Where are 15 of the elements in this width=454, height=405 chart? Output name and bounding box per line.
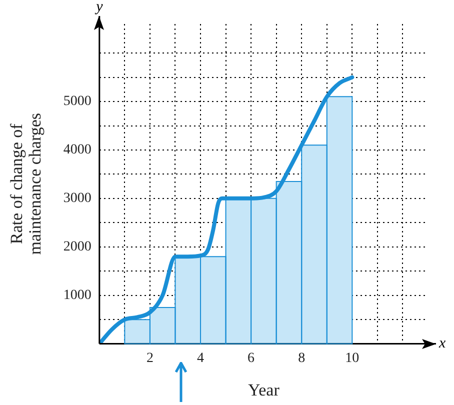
y-tick-label: 4000	[63, 142, 92, 158]
x-tick-label: 4	[197, 350, 204, 366]
text: x	[438, 336, 446, 352]
y-tick-label: 1000	[63, 288, 92, 304]
y-axis-title: Rate of change of maintenance charges	[6, 113, 45, 255]
y-tick-label: 5000	[63, 94, 92, 110]
line-series	[99, 75, 354, 344]
y-tick-label: 3000	[63, 191, 92, 206]
x-tick-label: 10	[345, 350, 360, 366]
text: y	[94, 0, 104, 15]
x-axis-title: Year	[248, 380, 280, 400]
y-tick-label: 2000	[63, 240, 92, 255]
x-tick-label: 2	[146, 350, 154, 366]
x-tick-label: 8	[298, 350, 306, 366]
x-tick-label: 6	[248, 350, 255, 366]
